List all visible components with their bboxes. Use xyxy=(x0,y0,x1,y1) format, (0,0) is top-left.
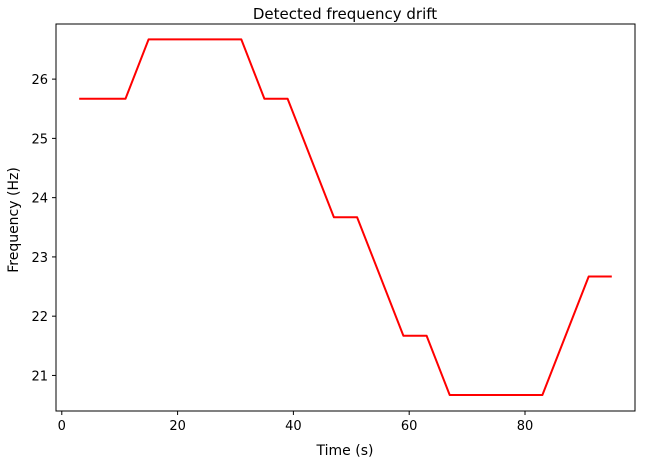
y-tick-label: 23 xyxy=(31,251,48,266)
x-tick-label: 80 xyxy=(517,419,534,434)
y-tick-label: 22 xyxy=(31,310,48,325)
chart-title: Detected frequency drift xyxy=(253,5,437,23)
x-axis-label: Time (s) xyxy=(316,443,374,459)
y-tick-label: 24 xyxy=(31,192,48,207)
plot-area xyxy=(55,23,636,412)
y-axis-label: Frequency (Hz) xyxy=(6,167,22,273)
series-line xyxy=(79,38,612,396)
x-tick-label: 60 xyxy=(401,419,418,434)
y-axis-ticks: 21 22 23 24 25 26 xyxy=(31,73,56,384)
x-axis-ticks: 0 20 40 60 80 xyxy=(58,411,534,434)
y-tick-label: 21 xyxy=(31,369,48,384)
x-tick-label: 40 xyxy=(285,419,302,434)
data-series xyxy=(79,38,612,396)
x-tick-label: 0 xyxy=(58,419,66,434)
y-tick-label: 25 xyxy=(31,132,48,147)
y-tick-label: 26 xyxy=(31,73,48,88)
x-tick-label: 20 xyxy=(169,419,186,434)
